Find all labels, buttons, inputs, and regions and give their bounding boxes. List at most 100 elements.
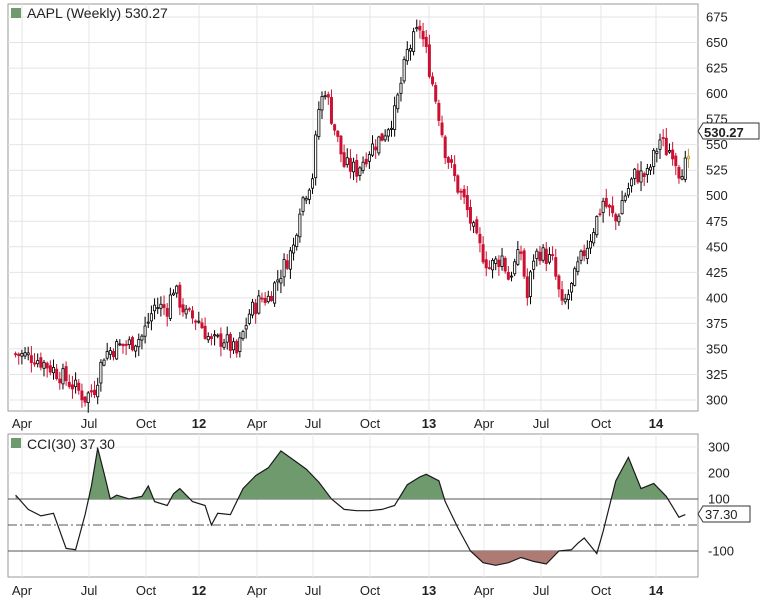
candle-body	[121, 343, 125, 347]
x-tick-label: Jul	[305, 416, 322, 431]
candle-body	[579, 250, 583, 261]
cci-title: CCI(30) 37.30	[11, 436, 115, 452]
price-tick-label: 500	[706, 188, 728, 203]
price-tick-label: 600	[706, 86, 728, 101]
candle-body	[213, 334, 217, 337]
candle-body	[39, 357, 43, 368]
candle-body	[377, 136, 381, 154]
candle-body	[263, 298, 267, 303]
price-plot-frame	[7, 3, 699, 412]
candle-body	[178, 284, 182, 308]
candle-body	[89, 390, 93, 393]
candle-body	[124, 343, 128, 346]
candle-body	[317, 109, 321, 137]
candle-body	[112, 351, 116, 358]
candle-body	[58, 378, 62, 384]
candle-body	[48, 365, 52, 373]
cci-tick-label: 300	[708, 440, 730, 455]
candle-body	[554, 257, 558, 277]
candle-body	[130, 337, 134, 351]
cci-overbought-fill	[611, 457, 668, 499]
candle-body	[686, 155, 690, 160]
candle-body	[472, 222, 476, 227]
candle-body	[456, 175, 460, 193]
x-tick-label: Oct	[360, 416, 381, 431]
candle-body	[532, 260, 536, 270]
candle-body	[181, 304, 185, 313]
x-tick-label: Apr	[12, 583, 33, 598]
cci-last-value-label: 37.30	[705, 507, 738, 522]
candle-body	[80, 390, 84, 401]
x-tick-label: Oct	[136, 416, 157, 431]
candle-body	[175, 285, 179, 294]
x-tick-label: Jul	[81, 416, 98, 431]
price-grid	[8, 4, 698, 411]
price-tick-label: 625	[706, 61, 728, 76]
candle-body	[247, 313, 251, 324]
cci-title-swatch	[11, 438, 21, 448]
candle-body	[431, 76, 435, 85]
candle-body	[371, 143, 375, 156]
candle-body	[358, 167, 362, 176]
candle-body	[642, 173, 646, 177]
price-tick-label: 325	[706, 367, 728, 382]
candle-body	[412, 31, 416, 52]
candle-body	[336, 130, 340, 137]
candle-body	[592, 232, 596, 244]
price-tick-label: 425	[706, 265, 728, 280]
candle-body	[203, 325, 207, 339]
candle-body	[266, 295, 270, 303]
x-tick-label: Apr	[247, 416, 268, 431]
candle-body	[348, 158, 352, 172]
price-tick-label: 375	[706, 316, 728, 331]
candle-body	[544, 248, 548, 265]
cci-overbought-fill	[238, 450, 332, 499]
candle-body	[36, 360, 40, 365]
candle-body	[434, 85, 438, 102]
price-tick-label: 450	[706, 239, 728, 254]
candle-body	[541, 247, 545, 261]
x-tick-label: Apr	[12, 416, 33, 431]
candle-body	[333, 124, 337, 131]
candle-body	[187, 308, 191, 311]
cci-panel: 300 200 100 -100 37.30 CCI(30) 37.30	[7, 433, 751, 578]
cci-line	[15, 448, 686, 566]
candle-body	[380, 133, 384, 141]
candle-body	[494, 258, 498, 264]
candle-body	[677, 167, 681, 179]
candle-body	[184, 308, 188, 315]
candle-body	[393, 105, 397, 130]
candle-body	[42, 361, 46, 369]
candle-body	[570, 282, 574, 293]
cci-overbought-fill	[88, 448, 111, 499]
candle-body	[165, 307, 169, 317]
candle-body	[645, 168, 649, 176]
candle-body	[301, 197, 305, 212]
price-title-text: AAPL (Weekly) 530.27	[27, 5, 168, 21]
candle-body	[33, 362, 37, 365]
candle-body	[143, 325, 147, 337]
candle-body	[323, 95, 327, 98]
candle-body	[617, 215, 621, 223]
candle-body	[538, 251, 542, 262]
price-tick-label: 675	[706, 10, 728, 25]
candle-body	[137, 339, 141, 348]
cci-last-value-box	[697, 505, 751, 523]
candle-body	[437, 102, 441, 121]
candle-body	[516, 249, 520, 265]
candle-body	[459, 190, 463, 193]
candle-body	[61, 368, 65, 385]
candle-body	[525, 276, 529, 299]
candle-body	[222, 342, 226, 348]
candle-body	[683, 157, 687, 180]
last-price-label: 530.27	[704, 125, 744, 140]
candle-body	[674, 155, 678, 167]
cci-overbought-fill	[398, 474, 445, 499]
candle-body	[51, 367, 55, 374]
candle-body	[402, 59, 406, 82]
candle-body	[314, 134, 318, 179]
candle-body	[339, 135, 343, 155]
candle-body	[216, 334, 220, 337]
cci-tick-label: -100	[708, 544, 734, 559]
candle-body	[282, 259, 286, 278]
